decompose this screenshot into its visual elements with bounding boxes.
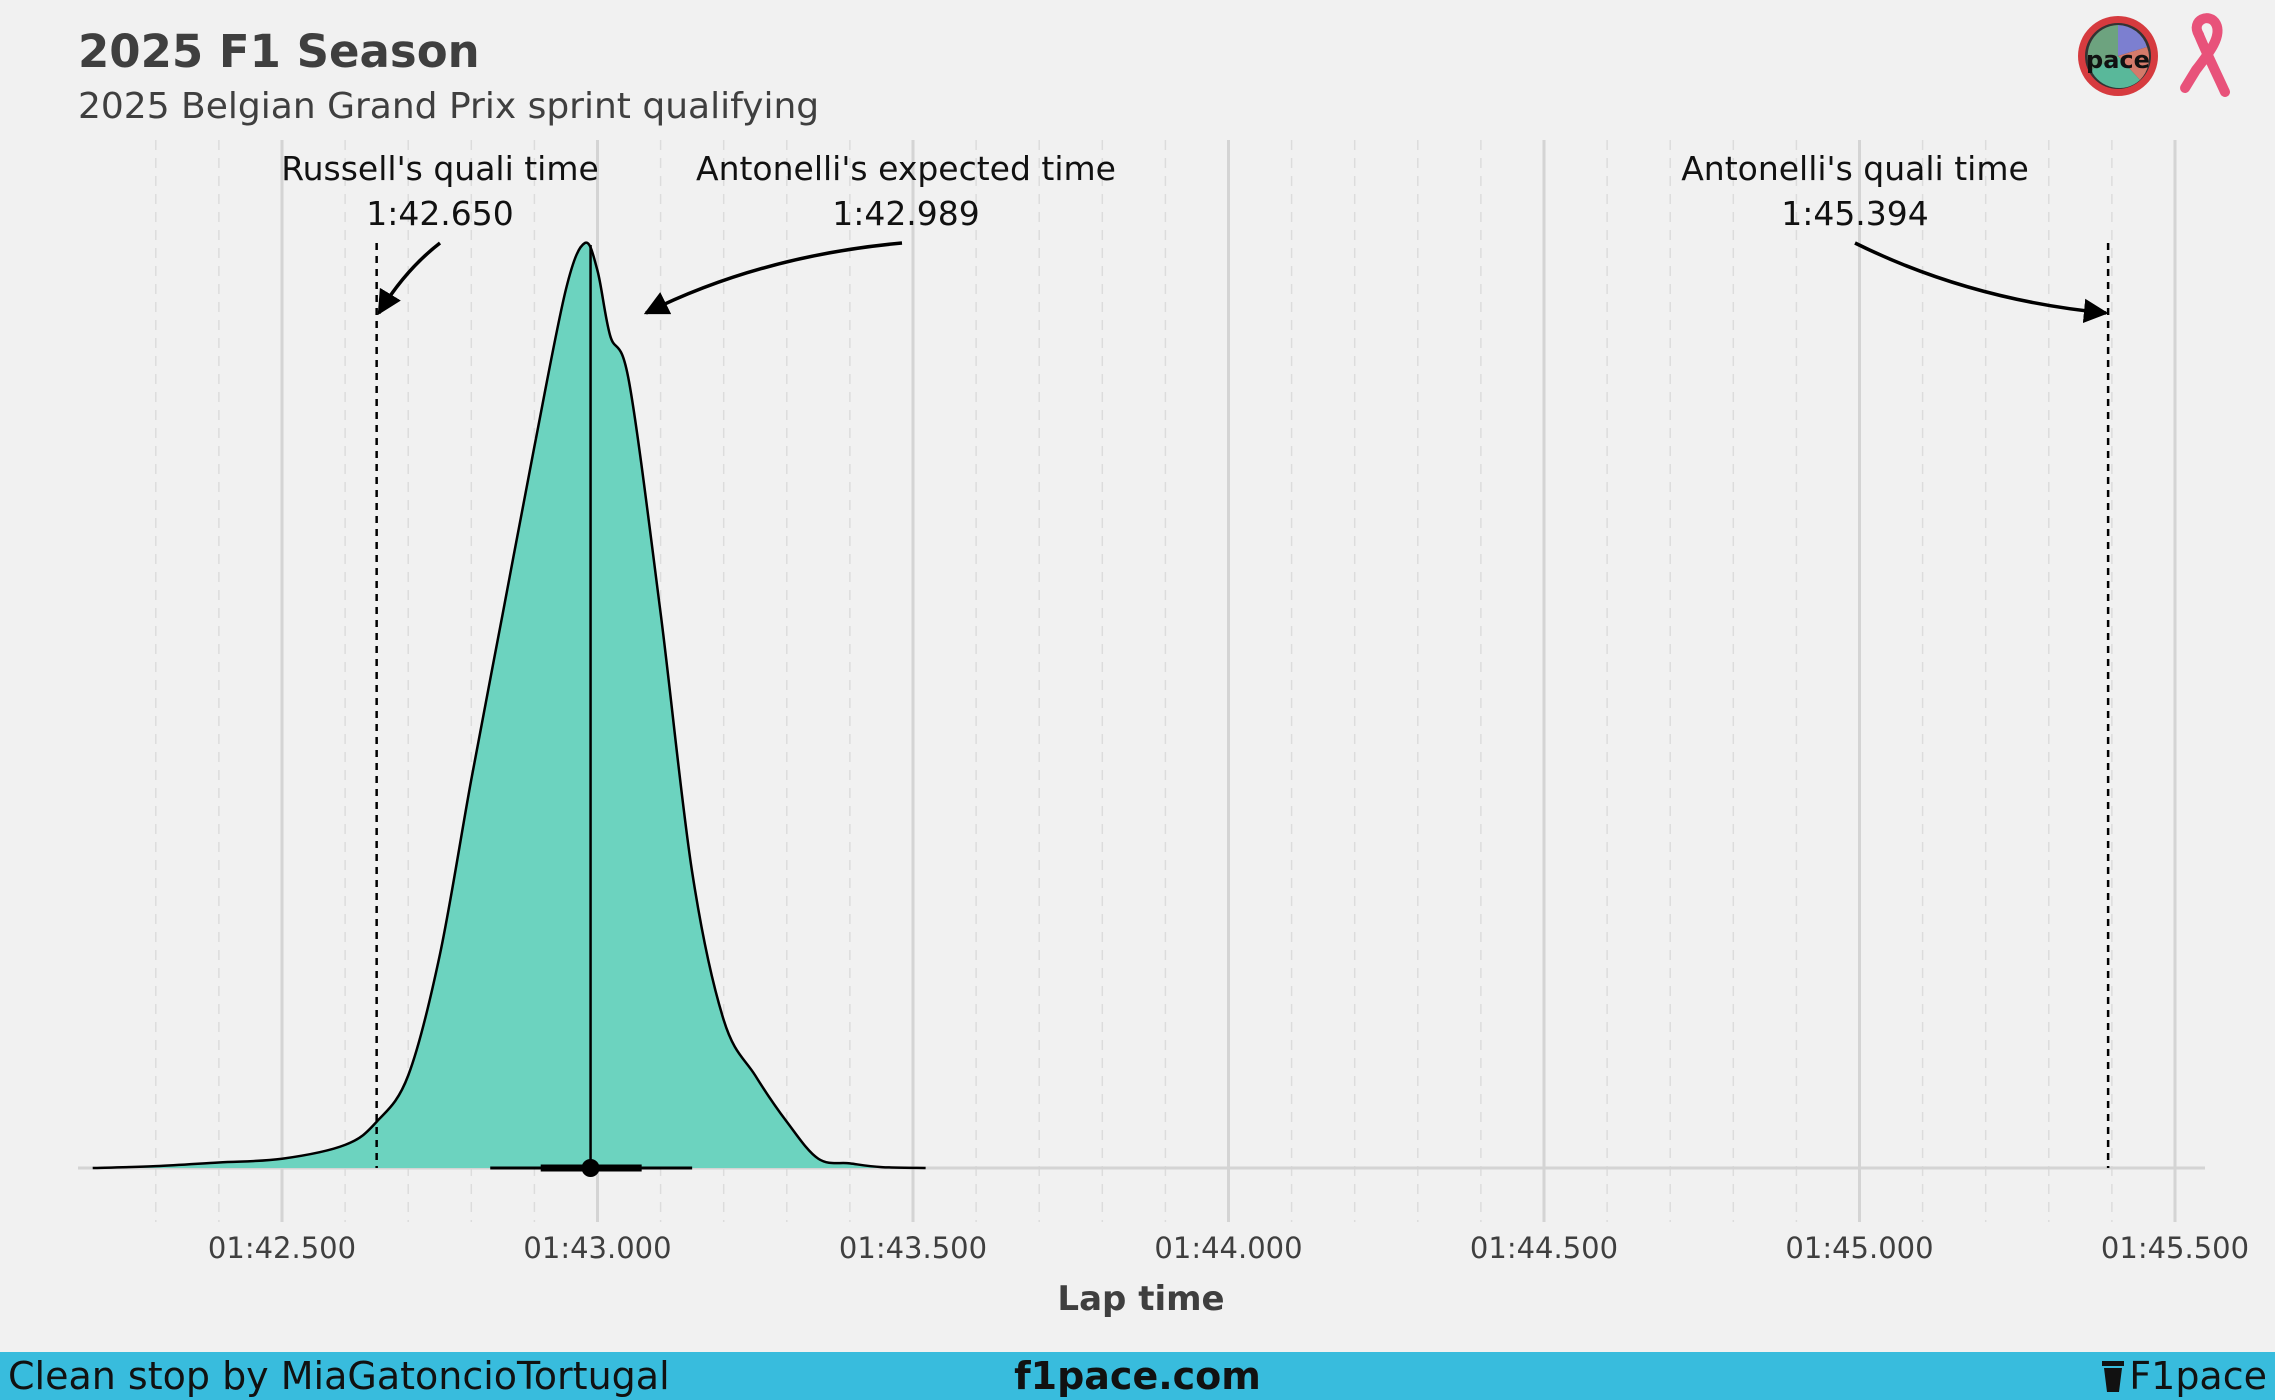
chart: 2025 F1 Season 2025 Belgian Grand Prix s… bbox=[78, 13, 2249, 1319]
pace-logo-icon: pace bbox=[2078, 16, 2158, 96]
annotation-arrow bbox=[643, 241, 903, 315]
annotation-value: 1:45.394 bbox=[1781, 194, 1929, 233]
footer-brand-label: F1pace bbox=[2129, 1354, 2267, 1398]
pace-logo-text: pace bbox=[2086, 46, 2150, 74]
x-tick-label: 01:45.500 bbox=[2101, 1231, 2249, 1265]
x-axis-title: Lap time bbox=[1057, 1279, 1224, 1319]
x-tick-label: 01:42.500 bbox=[208, 1231, 356, 1265]
grid bbox=[78, 140, 2205, 1222]
annotation-value: 1:42.989 bbox=[832, 194, 980, 233]
annotation-2: Antonelli's quali time 1:45.394 bbox=[1681, 149, 2109, 324]
annotation-0: Russell's quali time 1:42.650 bbox=[281, 149, 599, 316]
x-tick-label: 01:44.500 bbox=[1470, 1231, 1618, 1265]
annotation-arrow bbox=[1854, 241, 2109, 324]
annotation-label: Antonelli's expected time bbox=[696, 149, 1116, 188]
density-fill bbox=[92, 242, 926, 1168]
x-tick-label: 01:44.000 bbox=[1154, 1231, 1302, 1265]
median-point bbox=[581, 1159, 600, 1177]
annotation-label: Antonelli's quali time bbox=[1681, 149, 2029, 188]
interval-bar bbox=[490, 1159, 693, 1177]
footer-bar: Clean stop by MiaGatoncioTortugal f1pace… bbox=[0, 1352, 2275, 1400]
chart-title: 2025 F1 Season bbox=[78, 25, 480, 78]
density-outline bbox=[92, 241, 926, 1170]
annotations: Russell's quali time 1:42.650 Antonelli's … bbox=[281, 149, 2109, 324]
footer-brand: F1pace bbox=[2101, 1354, 2267, 1398]
x-tick-label: 01:43.500 bbox=[839, 1231, 987, 1265]
footer-credit: Clean stop by MiaGatoncioTortugal bbox=[8, 1354, 670, 1398]
x-tick-label: 01:43.000 bbox=[523, 1231, 671, 1265]
annotation-arrow bbox=[377, 241, 442, 316]
annotation-label: Russell's quali time bbox=[281, 149, 599, 188]
annotation-1: Antonelli's expected time 1:42.989 bbox=[643, 149, 1116, 315]
footer-site-link[interactable]: f1pace.com bbox=[1014, 1354, 1261, 1398]
reference-lines bbox=[375, 243, 2110, 1168]
x-tick-labels: 01:42.500 01:43.000 01:43.500 01:44.000 01:4… bbox=[208, 1231, 2249, 1265]
chart-subtitle: 2025 Belgian Grand Prix sprint qualifyin… bbox=[78, 86, 819, 127]
annotation-value: 1:42.650 bbox=[366, 194, 514, 233]
density-curve bbox=[92, 241, 926, 1170]
pink-ribbon-icon bbox=[2180, 13, 2230, 97]
cup-icon bbox=[2102, 1361, 2125, 1392]
x-tick-label: 01:45.000 bbox=[1785, 1231, 1933, 1265]
